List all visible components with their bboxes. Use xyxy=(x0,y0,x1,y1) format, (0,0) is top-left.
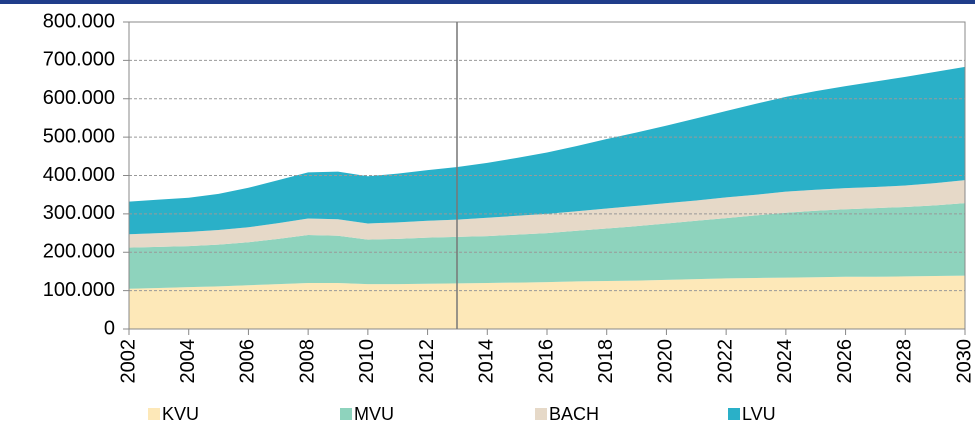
legend-label: MVU xyxy=(354,404,394,424)
legend-swatch xyxy=(148,408,160,420)
header-bar xyxy=(0,0,975,4)
y-tick-label: 600.000 xyxy=(43,87,115,109)
x-tick-label: 2024 xyxy=(774,339,796,384)
legend-swatch xyxy=(340,408,352,420)
y-tick-label: 0 xyxy=(104,317,115,339)
y-tick-label: 400.000 xyxy=(43,164,115,186)
legend-swatch xyxy=(535,408,547,420)
x-tick-label: 2018 xyxy=(595,339,617,384)
x-tick-label: 2022 xyxy=(714,339,736,384)
y-tick-label: 100.000 xyxy=(43,279,115,301)
x-tick-label: 2006 xyxy=(237,339,259,384)
legend-label: KVU xyxy=(162,404,199,424)
x-tick-label: 2010 xyxy=(356,339,378,384)
legend-label: LVU xyxy=(742,404,776,424)
y-tick-label: 700.000 xyxy=(43,49,115,71)
x-tick-label: 2014 xyxy=(476,339,498,384)
x-tick-label: 2004 xyxy=(177,339,199,384)
x-tick-label: 2028 xyxy=(894,339,916,384)
x-tick-label: 2026 xyxy=(834,339,856,384)
x-tick-label: 2012 xyxy=(416,339,438,384)
area xyxy=(129,275,965,329)
x-tick-label: 2008 xyxy=(296,339,318,384)
x-tick-label: 2030 xyxy=(953,339,975,384)
legend-label: BACH xyxy=(549,404,599,424)
area xyxy=(129,66,965,235)
y-tick-label: 200.000 xyxy=(43,241,115,263)
y-tick-label: 800.000 xyxy=(43,10,115,32)
x-tick-label: 2020 xyxy=(655,339,677,384)
area xyxy=(129,203,965,289)
y-tick-label: 500.000 xyxy=(43,125,115,147)
legend-swatch xyxy=(728,408,740,420)
x-tick-label: 2002 xyxy=(117,339,139,384)
x-tick-label: 2016 xyxy=(535,339,557,384)
y-tick-label: 300.000 xyxy=(43,202,115,224)
plot-border xyxy=(128,21,966,330)
